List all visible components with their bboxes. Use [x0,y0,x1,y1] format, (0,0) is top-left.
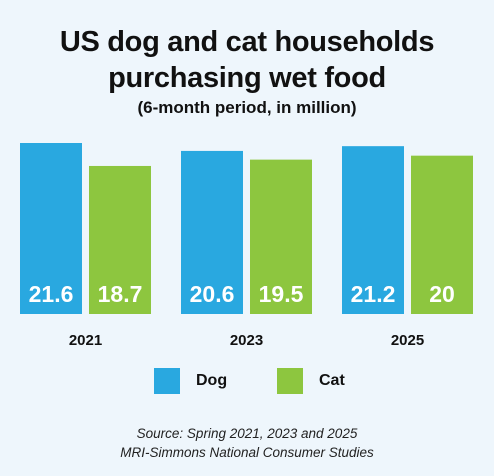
data-label-cat-2021: 18.7 [98,281,143,307]
bar-cat-2023 [250,159,312,314]
x-tick-label-2021: 2021 [69,332,102,349]
bar-cat-2025 [411,155,473,314]
source-line-1: Source: Spring 2021, 2023 and 2025 [136,426,358,441]
title-line-1: US dog and cat households [59,26,435,58]
legend-item-cat: Cat [277,368,345,394]
legend-label-dog: Dog [196,372,228,389]
data-label-dog-2025: 21.2 [351,281,396,307]
bar-cat-2021 [89,165,151,314]
legend: Dog Cat [0,368,494,396]
legend-swatch-cat [277,368,303,394]
bar-dog-2023 [181,150,243,314]
data-label-dog-2021: 21.6 [29,281,74,307]
bar-dog-2021 [20,143,82,314]
data-label-cat-2023: 19.5 [259,281,304,307]
chart-title: US dog and cat households purchasing wet… [0,24,494,96]
data-label-dog-2023: 20.6 [190,281,235,307]
title-line-2: purchasing wet food [108,62,386,94]
chart-subtitle: (6-month period, in million) [137,98,357,117]
x-tick-label-2025: 2025 [391,332,424,349]
x-tick-label-2023: 2023 [230,332,263,349]
data-label-cat-2025: 20 [429,281,455,307]
legend-label-cat: Cat [319,372,345,389]
bar-dog-2025 [342,146,404,314]
source-note: Source: Spring 2021, 2023 and 2025 MRI-S… [0,424,494,462]
source-line-2: MRI-Simmons National Consumer Studies [120,445,374,460]
legend-item-dog: Dog [154,368,227,394]
legend-swatch-dog [154,368,180,394]
